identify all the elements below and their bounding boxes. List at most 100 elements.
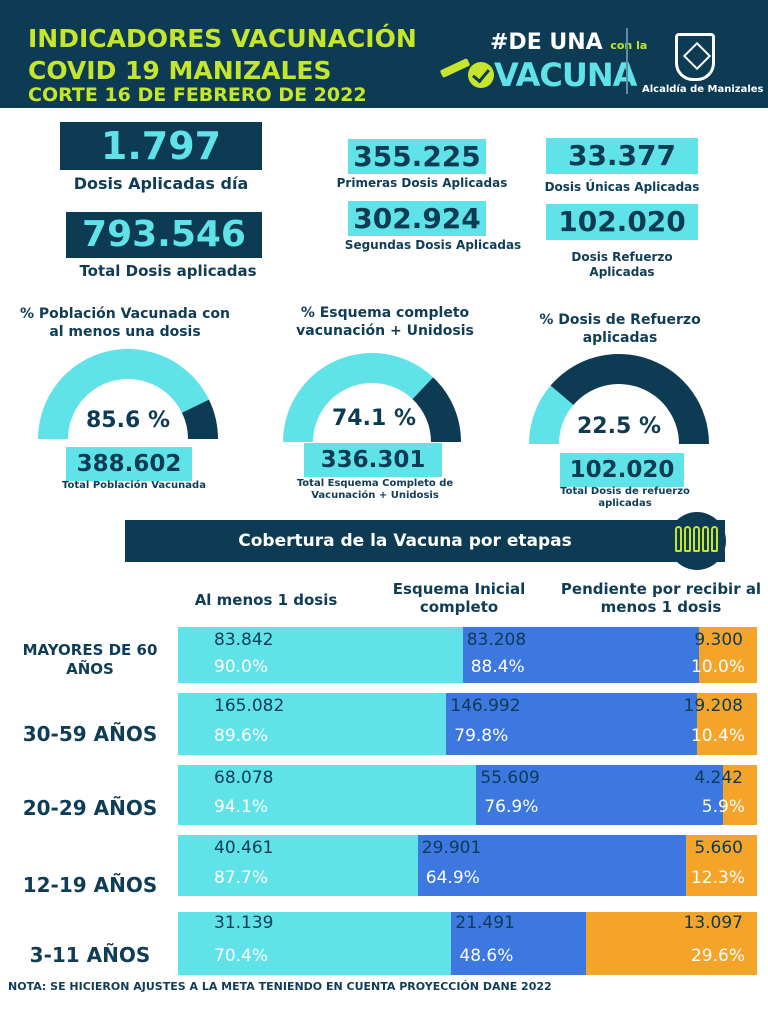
gauge-value-arc (38, 349, 209, 439)
booster-doses-label: Dosis Refuerzo Aplicadas (571, 250, 673, 279)
first-dose-count: 31.139 (214, 913, 274, 933)
first-dose-count: 40.461 (214, 838, 274, 858)
complete-scheme-count: 21.491 (455, 913, 515, 933)
row-label-12-19: 12-19 AÑOS (22, 873, 158, 897)
column-header-pending: Pendiente por recibir al menos 1 dosis (560, 580, 762, 616)
pending-percent: 10.4% (690, 726, 745, 746)
gauge-2-value: 336.301 (304, 443, 442, 477)
gauge-remainder-arc (550, 354, 709, 444)
gauge-1-title: % Población Vacunada con al menos una do… (19, 306, 231, 340)
gauge-2-caption: Total Esquema Completo de Vacunación + U… (296, 478, 454, 501)
footnote: NOTA: SE HICIERON AJUSTES A LA META TENI… (8, 980, 552, 993)
gauge-2-title: % Esquema completo vacunación + Unidosis (296, 305, 474, 339)
header-divider (626, 28, 628, 94)
header-banner: INDICADORES VACUNACIÓN COVID 19 MANIZALE… (0, 0, 768, 108)
complete-scheme-count: 55.609 (480, 768, 540, 788)
pending-percent: 29.6% (690, 945, 745, 966)
first-dose-percent: 87.7% (214, 867, 269, 888)
second-doses-value: 302.924 (348, 201, 486, 236)
bar-pending (699, 627, 757, 683)
booster-doses-value: 102.020 (546, 204, 698, 240)
coverage-row-12-19: 40.461 87.7% 29.901 64.9% 5.660 12.3% (178, 835, 757, 896)
campaign-logo: #DE UNA con la VACUNA (438, 22, 647, 102)
gauge-remainder-arc (412, 377, 461, 442)
coverage-row-60-plus: 83.842 90.0% 83.208 88.4% 9.300 10.0% (178, 627, 757, 683)
gauge-value-arc (283, 353, 434, 442)
complete-scheme-count: 83.208 (466, 630, 527, 650)
column-header-complete-scheme: Esquema Inicial completo (392, 580, 526, 616)
complete-scheme-percent: 76.9% (484, 797, 539, 817)
column-header-first-dose: Al menos 1 dosis (194, 591, 338, 609)
first-dose-percent: 70.4% (214, 945, 269, 966)
bar-complete-scheme (462, 627, 700, 683)
pending-percent: 5.9% (701, 797, 745, 817)
row-label-3-11: 3-11 AÑOS (29, 943, 151, 967)
people-group-icon (668, 512, 726, 570)
coverage-banner: Cobertura de la Vacuna por etapas (125, 520, 725, 562)
complete-scheme-percent: 48.6% (459, 945, 514, 966)
gauge-3-caption: Total Dosis de refuerzo aplicadas (560, 486, 690, 509)
bar-complete-scheme (417, 835, 686, 896)
gauge-3-value: 102.020 (560, 453, 684, 487)
gauge-1-caption: Total Población Vacunada (62, 480, 206, 491)
bar-pending (722, 765, 757, 825)
first-doses-label: Primeras Dosis Aplicadas (336, 176, 508, 190)
first-dose-percent: 89.6% (214, 726, 269, 746)
bar-pending (696, 693, 757, 755)
gauge-value-arc (529, 385, 574, 444)
gauge-2-percent: 74.1 % (332, 406, 416, 431)
pending-count: 5.660 (694, 838, 743, 858)
row-label-60-plus: MAYORES DE 60 AÑOS (22, 641, 158, 678)
daily-doses-value: 1.797 (60, 122, 262, 170)
gauge-3-percent: 22.5 % (577, 414, 661, 439)
first-dose-count: 68.078 (214, 768, 274, 788)
row-label-30-59: 30-59 AÑOS (22, 722, 158, 746)
coverage-row-30-59: 165.082 89.6% 146.992 79.8% 19.208 10.4% (178, 693, 757, 755)
check-icon (468, 62, 494, 88)
coverage-row-20-29: 68.078 94.1% 55.609 76.9% 4.242 5.9% (178, 765, 757, 825)
pending-count: 9.300 (694, 630, 743, 650)
cutoff-date: CORTE 16 DE FEBRERO DE 2022 (28, 84, 367, 106)
pending-percent: 10.0% (690, 657, 745, 677)
bar-pending (585, 912, 757, 975)
pending-count: 19.208 (683, 696, 743, 716)
institution-name: Alcaldía de Manizales (642, 84, 764, 95)
first-dose-percent: 94.1% (214, 797, 269, 817)
bar-pending (685, 835, 757, 896)
bar-complete-scheme (451, 912, 586, 975)
first-dose-count: 83.842 (214, 630, 274, 650)
title-line-2: COVID 19 MANIZALES (28, 56, 332, 85)
daily-doses-label: Dosis Aplicadas día (73, 174, 249, 193)
campaign-hashtag: #DE UNA (490, 30, 603, 55)
gauge-1-percent: 85.6 % (86, 408, 170, 433)
gauge-remainder-arc (181, 399, 218, 439)
title-line-1: INDICADORES VACUNACIÓN (28, 24, 417, 53)
complete-scheme-percent: 79.8% (454, 726, 509, 746)
complete-scheme-percent: 88.4% (470, 657, 525, 677)
complete-scheme-percent: 64.9% (425, 867, 480, 888)
coverage-row-3-11: 31.139 70.4% 21.491 48.6% 13.097 29.6% (178, 912, 757, 975)
campaign-word: VACUNA (494, 56, 637, 94)
pending-percent: 12.3% (690, 867, 745, 888)
single-doses-value: 33.377 (546, 138, 698, 174)
first-doses-value: 355.225 (348, 139, 486, 174)
complete-scheme-count: 29.901 (421, 838, 482, 858)
campaign-connector: con la (610, 39, 648, 52)
gauge-1-value: 388.602 (66, 447, 192, 481)
pending-count: 13.097 (683, 913, 743, 933)
first-dose-percent: 90.0% (214, 657, 269, 677)
first-dose-count: 165.082 (214, 696, 285, 716)
coverage-title: Cobertura de la Vacuna por etapas (238, 531, 572, 551)
syringe-icon (439, 58, 471, 78)
bar-complete-scheme (446, 693, 697, 755)
bar-complete-scheme (476, 765, 723, 825)
complete-scheme-count: 146.992 (450, 696, 521, 716)
gauge-3-title: % Dosis de Refuerzo aplicadas (539, 312, 701, 346)
total-doses-value: 793.546 (66, 212, 262, 258)
total-doses-label: Total Dosis aplicadas (79, 262, 257, 280)
row-label-20-29: 20-29 AÑOS (22, 796, 158, 820)
pending-count: 4.242 (694, 768, 743, 788)
second-doses-label: Segundas Dosis Aplicadas (344, 238, 522, 252)
single-doses-label: Dosis Únicas Aplicadas (544, 180, 700, 194)
shield-icon (675, 33, 715, 81)
